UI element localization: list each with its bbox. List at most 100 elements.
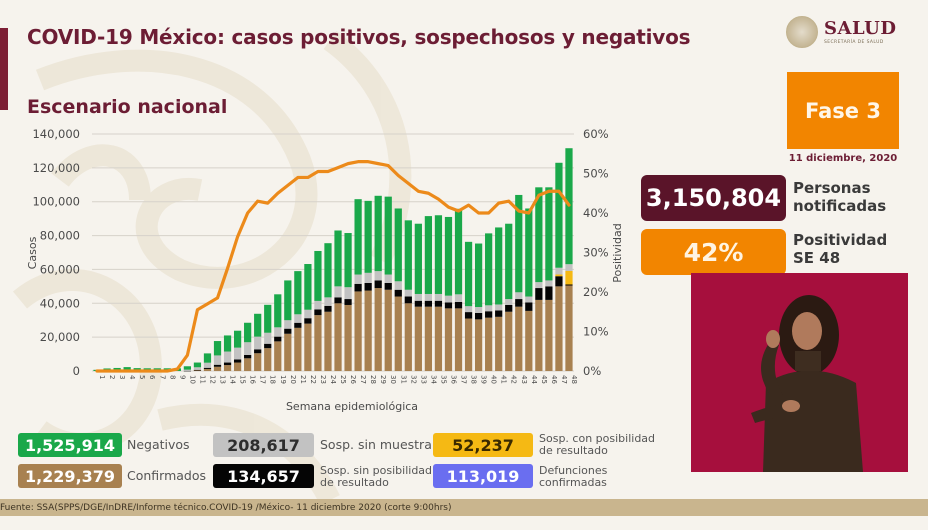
x-tick-label: 2: [108, 375, 116, 379]
positivity-label-line1: Positividad: [793, 231, 888, 249]
x-tick-label: 41: [500, 375, 508, 384]
x-tick-label: 42: [510, 375, 518, 384]
bar-segment: [244, 358, 252, 371]
x-tick-label: 48: [570, 375, 578, 384]
bar-segment: [364, 272, 372, 283]
bar-segment: [555, 162, 563, 268]
bar-segment: [314, 309, 322, 316]
bar-segment: [555, 267, 563, 275]
bar-segment: [535, 187, 543, 283]
bar-segment: [454, 308, 463, 371]
y2-tick-label: 60%: [583, 127, 609, 141]
y-tick-label: 120,000: [32, 161, 80, 175]
x-tick-label: 37: [460, 375, 468, 384]
x-tick-label: 21: [299, 375, 307, 384]
x-tick-label: 35: [439, 375, 447, 384]
bar-segment: [203, 368, 212, 371]
sin-posibilidad-label-line1: Sosp. sin posibilidad: [320, 464, 433, 477]
page-title: COVID-19 México: casos positivos, sospec…: [27, 25, 691, 49]
bar-segment: [414, 293, 422, 301]
bar-segment: [555, 276, 563, 287]
bar-segment: [414, 300, 422, 307]
bar-segment: [525, 208, 533, 297]
bar-segment: [414, 223, 422, 294]
sign-language-interpreter-video: [691, 273, 908, 472]
bar-segment: [284, 333, 292, 371]
bar-segment: [364, 200, 372, 273]
x-tick-label: 17: [259, 375, 267, 384]
x-tick-label: 18: [269, 375, 277, 384]
bar-segment: [203, 353, 212, 363]
x-tick-label: 10: [188, 375, 196, 384]
phase-badge: Fase 3: [787, 72, 899, 149]
bar-segment: [233, 347, 242, 360]
bar-segment: [404, 220, 412, 290]
bar-segment: [444, 302, 453, 309]
bar-segment: [454, 294, 463, 302]
bar-segment: [434, 215, 443, 294]
bar-segment: [404, 289, 412, 297]
con-posibilidad-value: 52,237: [433, 433, 533, 457]
bar-segment: [495, 227, 503, 305]
bar-segment: [424, 306, 433, 371]
x-tick-label: 47: [560, 375, 568, 384]
persons-label-line2: notificadas: [793, 197, 887, 215]
bar-segment: [495, 316, 503, 371]
bar-segment: [193, 369, 202, 371]
bar-segment: [314, 315, 322, 371]
x-tick-label: 14: [229, 375, 237, 384]
bar-segment: [294, 314, 302, 323]
bar-segment: [495, 310, 503, 317]
bar-segment: [444, 308, 453, 371]
bar-segment: [444, 295, 453, 303]
x-tick-label: 31: [399, 375, 407, 384]
bar-segment: [474, 307, 483, 313]
y-tick-label: 0: [73, 364, 80, 378]
x-tick-label: 20: [289, 375, 297, 384]
bar-segment: [334, 286, 342, 298]
bar-segment: [324, 311, 332, 371]
bar-segment: [193, 362, 202, 368]
bar-segment: [203, 367, 212, 369]
negativos-label: Negativos: [127, 437, 190, 452]
bar-segment: [304, 264, 312, 310]
bar-segment: [344, 299, 352, 305]
x-tick-label: 34: [429, 375, 437, 384]
x-tick-label: 1: [98, 375, 106, 379]
y-tick-label: 20,000: [40, 330, 80, 344]
bar-segment: [334, 303, 342, 371]
x-tick-label: 16: [249, 375, 257, 384]
bar-segment: [545, 280, 553, 287]
x-tick-label: 46: [550, 375, 558, 384]
bar-segment: [254, 353, 262, 371]
x-tick-label: 8: [168, 375, 176, 379]
bar-segment: [454, 301, 463, 309]
x-tick-label: 19: [279, 375, 287, 384]
x-tick-label: 6: [148, 375, 156, 380]
x-tick-label: 5: [138, 375, 146, 379]
bar-segment: [254, 313, 262, 337]
bar-segment: [394, 289, 402, 297]
bar-segment: [434, 306, 443, 371]
bar-segment: [485, 305, 493, 312]
bar-segment: [203, 362, 212, 368]
x-tick-label: 33: [419, 375, 427, 384]
defunciones-label: Defunciones confirmadas: [539, 465, 607, 489]
bar-segment: [233, 362, 242, 371]
cases-chart: 0 20,000 40,000 60,000 80,000 100,000 120,000 1…: [0, 120, 640, 420]
y-tick-label: 40,000: [40, 296, 80, 310]
bar-segment: [485, 317, 493, 371]
x-tick-label: 45: [540, 375, 548, 384]
bar-segment: [344, 233, 352, 288]
bar-segment: [414, 306, 422, 371]
bar-segment: [193, 367, 202, 370]
bar-segment: [274, 341, 282, 371]
bar-segment: [324, 297, 332, 306]
bar-segment: [474, 243, 483, 308]
x-tick-label: 7: [158, 375, 166, 379]
bar-segment: [304, 309, 312, 319]
bar-segment: [545, 187, 553, 281]
sin-muestra-value: 208,617: [213, 433, 314, 457]
bar-segment: [294, 327, 302, 371]
bar-segment: [505, 311, 513, 371]
